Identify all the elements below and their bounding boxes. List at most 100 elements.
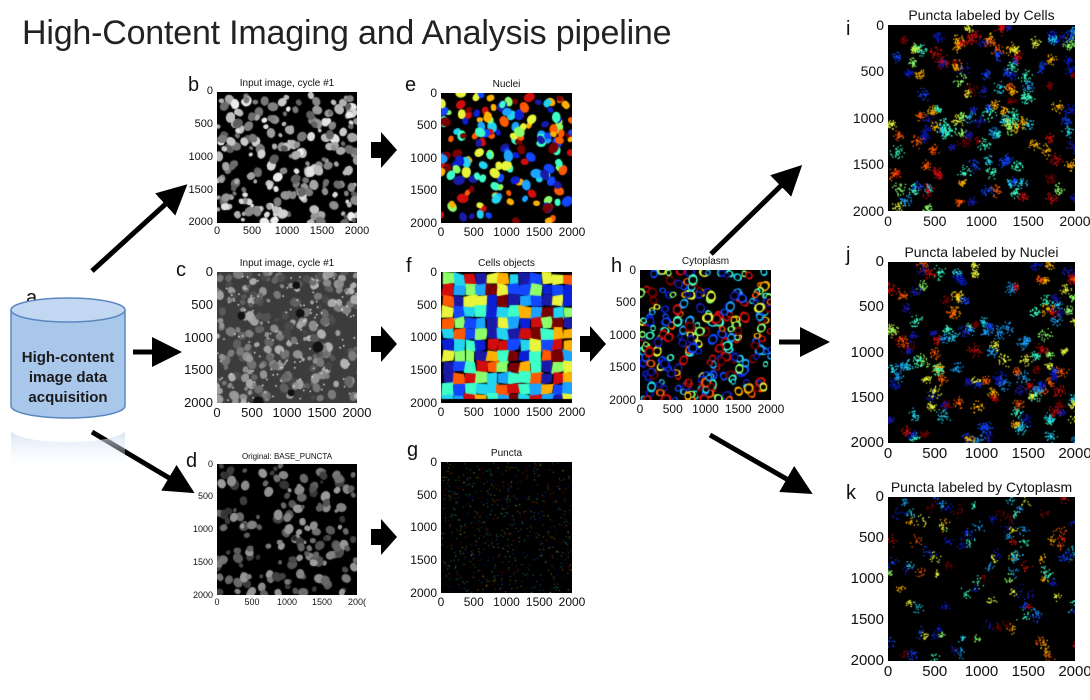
y-tick-label-f: 500	[377, 298, 437, 312]
panel-title-h: Cytoplasm	[640, 256, 771, 267]
x-tick-label-k: 1500	[1012, 663, 1045, 680]
arrow-h-to-i	[711, 172, 795, 254]
x-tick-label-f: 2000	[559, 405, 586, 419]
x-tick-label-h: 500	[663, 402, 683, 416]
y-tick-label-b: 2000	[153, 216, 213, 228]
panel-title-d: Original: BASE_PUNCTA	[217, 452, 357, 461]
x-tick-label-g: 0	[438, 595, 445, 609]
x-tick-label-i: 0	[884, 213, 892, 229]
y-tick-label-h: 2000	[576, 393, 636, 407]
y-tick-label-k: 500	[824, 529, 884, 546]
x-tick-label-g: 1000	[493, 595, 520, 609]
panel-canvas-j	[888, 262, 1075, 443]
y-tick-label-f: 1500	[377, 363, 437, 377]
y-tick-label-g: 2000	[377, 586, 437, 600]
y-tick-label-c: 0	[153, 264, 213, 279]
x-tick-label-d: 1000	[277, 597, 297, 607]
y-tick-label-i: 0	[824, 17, 884, 33]
x-tick-label-e: 1000	[493, 225, 520, 239]
panel-canvas-i	[888, 25, 1075, 211]
x-tick-label-b: 1500	[310, 225, 334, 237]
y-tick-label-c: 1500	[153, 362, 213, 377]
x-tick-label-i: 1500	[1013, 213, 1044, 229]
panel-title-e: Nuclei	[441, 79, 572, 90]
x-tick-label-e: 1500	[526, 225, 553, 239]
y-tick-label-j: 1500	[824, 389, 884, 406]
x-tick-label-h: 1000	[692, 402, 719, 416]
y-tick-label-i: 500	[824, 63, 884, 79]
x-tick-label-h: 2000	[758, 402, 785, 416]
x-tick-label-g: 500	[464, 595, 484, 609]
y-tick-label-e: 1000	[377, 151, 437, 165]
panel-image-h	[640, 270, 771, 400]
x-tick-label-i: 2000	[1059, 213, 1090, 229]
x-tick-label-j: 0	[884, 445, 892, 462]
panel-canvas-g	[441, 462, 572, 593]
x-tick-label-j: 2000	[1058, 445, 1090, 462]
y-tick-label-g: 500	[377, 488, 437, 502]
panel-title-g: Puncta	[441, 448, 572, 459]
y-tick-label-d: 500	[153, 491, 213, 501]
x-tick-label-f: 1000	[493, 405, 520, 419]
y-tick-label-d: 1000	[153, 524, 213, 534]
x-tick-label-d: 200(	[348, 597, 366, 607]
y-tick-label-j: 500	[824, 298, 884, 315]
x-tick-label-k: 500	[922, 663, 947, 680]
data-source-label-line-2: image data	[10, 368, 126, 388]
panel-canvas-b	[217, 92, 357, 223]
arrow-h-to-k	[710, 435, 804, 489]
y-tick-label-h: 1500	[576, 360, 636, 374]
panel-image-f	[441, 272, 572, 403]
y-tick-label-h: 500	[576, 295, 636, 309]
x-tick-label-f: 0	[438, 405, 445, 419]
x-tick-label-k: 1000	[965, 663, 998, 680]
y-tick-label-b: 0	[153, 85, 213, 97]
data-source-cylinder: High-content image data acquisition	[10, 288, 126, 428]
data-source-label-line-1: High-content	[10, 348, 126, 368]
y-tick-label-e: 2000	[377, 216, 437, 230]
x-tick-label-c: 500	[241, 405, 263, 420]
y-tick-label-d: 1500	[153, 557, 213, 567]
panel-title-k: Puncta labeled by Cytoplasm	[888, 479, 1075, 495]
y-tick-label-h: 0	[576, 263, 636, 277]
x-tick-label-c: 1000	[273, 405, 302, 420]
y-tick-label-i: 2000	[824, 203, 884, 219]
panel-image-k	[888, 497, 1075, 661]
x-tick-label-g: 1500	[526, 595, 553, 609]
x-tick-label-c: 2000	[343, 405, 372, 420]
y-tick-label-j: 0	[824, 253, 884, 270]
x-tick-label-j: 1000	[965, 445, 998, 462]
y-tick-label-i: 1000	[824, 110, 884, 126]
x-tick-label-b: 1000	[275, 225, 299, 237]
y-tick-label-e: 1500	[377, 183, 437, 197]
panel-title-i: Puncta labeled by Cells	[888, 7, 1075, 23]
data-source-label: High-content image data acquisition	[10, 348, 126, 408]
panel-image-g	[441, 462, 572, 593]
y-tick-label-j: 2000	[824, 434, 884, 451]
panel-image-e	[441, 93, 572, 223]
panel-image-b	[217, 92, 357, 223]
x-tick-label-b: 500	[243, 225, 261, 237]
panel-image-i	[888, 25, 1075, 211]
y-tick-label-k: 1000	[824, 570, 884, 587]
y-tick-label-g: 1500	[377, 553, 437, 567]
y-tick-label-b: 1000	[153, 151, 213, 163]
y-tick-label-f: 1000	[377, 330, 437, 344]
x-tick-label-d: 0	[214, 597, 219, 607]
y-tick-label-f: 2000	[377, 396, 437, 410]
x-tick-label-b: 2000	[345, 225, 369, 237]
x-tick-label-h: 1500	[725, 402, 752, 416]
panel-image-d	[217, 464, 357, 595]
x-tick-label-e: 500	[464, 225, 484, 239]
panel-canvas-d	[217, 464, 357, 595]
x-tick-label-b: 0	[214, 225, 220, 237]
x-tick-label-j: 1500	[1012, 445, 1045, 462]
x-tick-label-d: 500	[244, 597, 259, 607]
x-tick-label-i: 500	[923, 213, 946, 229]
panel-image-j	[888, 262, 1075, 443]
x-tick-label-h: 0	[637, 402, 644, 416]
x-tick-label-k: 0	[884, 663, 892, 680]
y-tick-label-c: 2000	[153, 395, 213, 410]
panel-canvas-k	[888, 497, 1075, 661]
panel-image-c	[217, 272, 357, 403]
